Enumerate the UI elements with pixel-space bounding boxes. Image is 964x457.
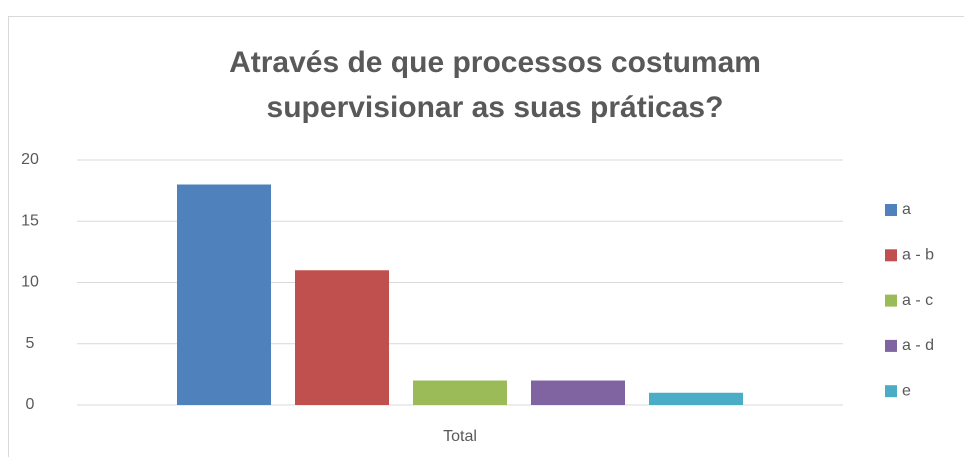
chart-border: [8, 16, 964, 457]
legend-swatch: [885, 294, 897, 307]
y-tick-label: 15: [21, 212, 39, 229]
bar: [531, 380, 625, 405]
chart-title: Através de que processos costumam superv…: [229, 46, 761, 124]
legend-swatch: [885, 204, 897, 216]
legend-swatch: [885, 385, 897, 398]
bar: [413, 380, 507, 405]
legend-label: a: [902, 201, 911, 218]
legend-label: a - d: [902, 337, 934, 354]
bar: [295, 270, 389, 405]
legend-swatch: [885, 339, 897, 352]
bar: [649, 392, 743, 405]
y-tick-label: 5: [26, 335, 35, 352]
x-tick-label: Total: [443, 428, 477, 445]
legend-label: a - c: [902, 292, 933, 309]
y-tick-label: 10: [21, 274, 39, 291]
bar: [177, 184, 271, 405]
y-tick-label: 20: [21, 151, 39, 168]
legend-label: a - b: [902, 247, 934, 264]
legend-label: e: [902, 382, 911, 399]
y-tick-label: 0: [26, 396, 35, 413]
legend-swatch: [885, 249, 897, 262]
